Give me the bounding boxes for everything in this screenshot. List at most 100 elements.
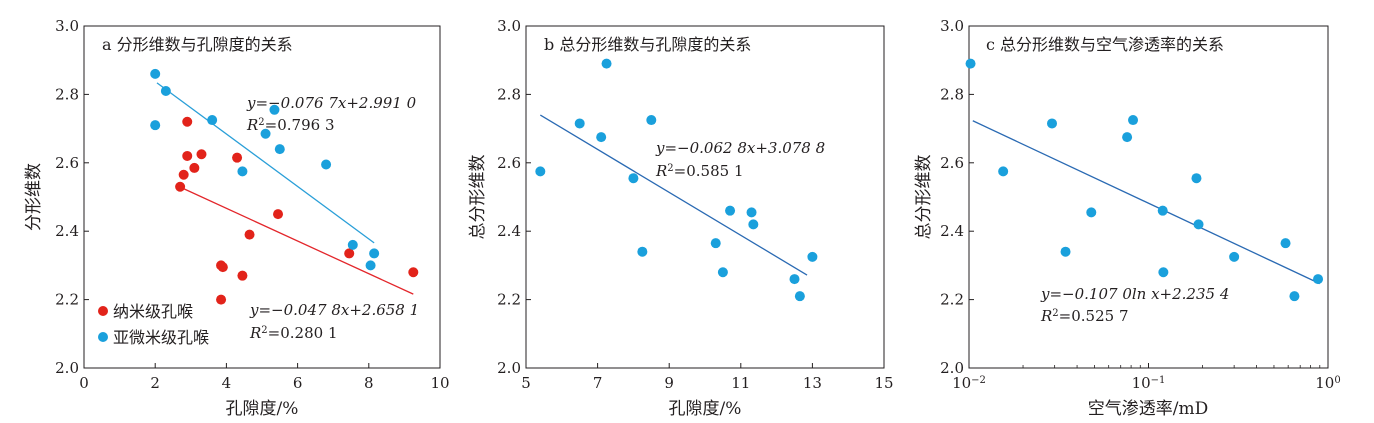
panel-a-red-fit-r2: R2=0.280 1: [249, 324, 338, 342]
panel-a-red-point: [178, 169, 189, 180]
panel-b-ticks: 2.0 2.2 2.4 2.6 2.8 3.0 5 7 9 11 13 15: [497, 17, 893, 392]
panel-c-y-axis-label: 总分形维数: [914, 155, 934, 240]
panel-b-blue-point: [717, 267, 728, 278]
panel-a-y-tick-label: 2.6: [55, 154, 79, 172]
legend-label-submicron: 亚微米级孔喉: [113, 328, 209, 347]
panel-b-blue-point: [748, 219, 759, 230]
panel-c-x-tick-label: 10−1: [1132, 374, 1166, 392]
panel-c-fit-r2: R2=0.525 7: [1040, 307, 1129, 325]
legend-marker-submicron: [98, 332, 108, 342]
panel-b-x-tick-label: 5: [521, 374, 531, 392]
panel-a-blue-point: [369, 248, 380, 259]
panel-a-marks: [150, 68, 419, 305]
panel-a-red-point: [196, 149, 207, 160]
panel-c-blue-point: [1191, 173, 1202, 184]
panel-a-red-point: [189, 162, 200, 173]
panel-c-blue-point: [1289, 291, 1300, 302]
panel-c-blue-point: [1280, 238, 1291, 249]
panel-b-blue-point: [574, 118, 585, 129]
panel-a-y-tick-label: 2.0: [55, 359, 79, 377]
panel-a-y-tick-label: 2.4: [55, 222, 79, 240]
panel-a-red-point: [273, 209, 284, 220]
panel-a-y-tick-label: 2.2: [55, 291, 79, 309]
panel-b-frame: [525, 25, 885, 369]
panel-a-red-point: [182, 150, 193, 161]
panel-b-blue-point: [596, 132, 607, 143]
panel-a-blue-point: [150, 120, 161, 131]
panel-a-red-point: [408, 267, 419, 278]
panel-c-y-tick-label: 2.4: [940, 222, 964, 240]
panel-b-blue-point: [535, 166, 546, 177]
panel-b-blue-point: [794, 291, 805, 302]
panel-b-marks: [535, 58, 818, 302]
panel-b-y-tick-label: 2.2: [497, 291, 521, 309]
panel-a-red-point: [175, 181, 186, 192]
panel-b-x-tick-label: 13: [803, 374, 822, 392]
panel-c-y-tick-label: 3.0: [940, 17, 964, 35]
panel-c-fit-equation: y=−0.107 0ln x+2.235 4: [1040, 285, 1229, 303]
panel-c-blue-point: [1158, 267, 1169, 278]
panel-a-red-point: [232, 152, 243, 163]
panel-c-blue-point: [1060, 246, 1071, 257]
panel-c-frame: [968, 25, 1329, 369]
panel-a-blue-point: [150, 68, 161, 79]
panel-b-y-tick-label: 2.8: [497, 85, 521, 103]
panel-b-y-tick-label: 2.4: [497, 222, 521, 240]
panel-b-blue-point: [710, 238, 721, 249]
panel-a-red-point: [344, 248, 355, 259]
panel-a-red-point: [237, 270, 248, 281]
panel-a-red-fit-equation: y=−0.047 8x+2.658 1: [249, 301, 419, 319]
panel-b-blue-point: [637, 246, 648, 257]
panel-c-y-tick-label: 2.2: [940, 291, 964, 309]
panel-a-x-tick-label: 10: [430, 374, 449, 392]
panel-b-fit-line: [539, 114, 808, 276]
panel-a-blue-point: [260, 128, 271, 139]
panel-a-red-point: [244, 229, 255, 240]
panel-c-ticks: 2.0 2.2 2.4 2.6 2.8 3.0 10−2 10−1 100: [940, 17, 1341, 392]
panel-b-x-axis-label: 孔隙度/%: [669, 399, 742, 419]
panel-b-fit-equation: y=−0.062 8x+3.078 8: [655, 139, 825, 157]
panel-a-red-point: [182, 116, 193, 127]
panel-a-red-point: [217, 262, 228, 273]
panel-b-blue-point: [789, 274, 800, 285]
panel-b-y-tick-label: 2.0: [497, 359, 521, 377]
panel-a: a 分形维数与孔隙度的关系 孔隙度/% 分形维数 2.0 2.2 2.4 2.6 2.8…: [24, 17, 450, 419]
panel-b-x-tick-label: 7: [593, 374, 603, 392]
panel-c-x-axis-label: 空气渗透率/mD: [1088, 399, 1208, 419]
panel-c: c 总分形维数与空气渗透率的关系 空气渗透率/mD 总分形维数 2.0 2.2 2.…: [914, 17, 1341, 419]
panel-b-title: b 总分形维数与孔隙度的关系: [544, 35, 751, 54]
panel-c-y-tick-label: 2.0: [940, 359, 964, 377]
panel-c-marks: [965, 58, 1324, 302]
panel-c-blue-point: [1047, 118, 1058, 129]
panel-b-blue-point: [601, 58, 612, 69]
panel-b-y-tick-label: 2.6: [497, 154, 521, 172]
panel-a-frame: [83, 25, 441, 369]
panel-b-fit-r2: R2=0.585 1: [655, 162, 744, 180]
panel-b: b 总分形维数与孔隙度的关系 孔隙度/% 总分形维数 2.0 2.2 2.4 2.6 2…: [468, 17, 894, 419]
panel-b-y-axis-label: 总分形维数: [468, 155, 488, 240]
panel-a-y-tick-label: 3.0: [55, 17, 79, 35]
panel-a-y-tick-label: 2.8: [55, 85, 79, 103]
panel-b-blue-point: [646, 115, 657, 126]
panel-a-red-point: [216, 294, 227, 305]
panel-a-blue-fit-equation: y=−0.076 7x+2.991 0: [246, 94, 417, 112]
panel-c-blue-point: [1157, 205, 1168, 216]
panel-c-title: c 总分形维数与空气渗透率的关系: [986, 35, 1224, 54]
panel-a-ticks: 2.0 2.2 2.4 2.6 2.8 3.0 0 2 4 6 8 10: [55, 17, 449, 392]
panel-a-blue-point: [365, 260, 376, 271]
panel-c-blue-point: [998, 166, 1009, 177]
panel-a-blue-point: [237, 166, 248, 177]
panel-c-y-tick-label: 2.8: [940, 85, 964, 103]
panel-a-fit-line: [178, 185, 414, 295]
panel-a-x-tick-label: 4: [222, 374, 232, 392]
panel-a-blue-point: [321, 159, 332, 170]
panel-c-blue-point: [1229, 251, 1240, 262]
panel-a-blue-point: [269, 104, 280, 115]
panel-b-blue-point: [746, 207, 757, 218]
panel-c-blue-point: [1313, 274, 1324, 285]
panel-c-blue-point: [1128, 115, 1139, 126]
panel-b-blue-point: [725, 205, 736, 216]
panel-a-x-tick-label: 8: [364, 374, 374, 392]
panel-c-blue-point: [1193, 219, 1204, 230]
